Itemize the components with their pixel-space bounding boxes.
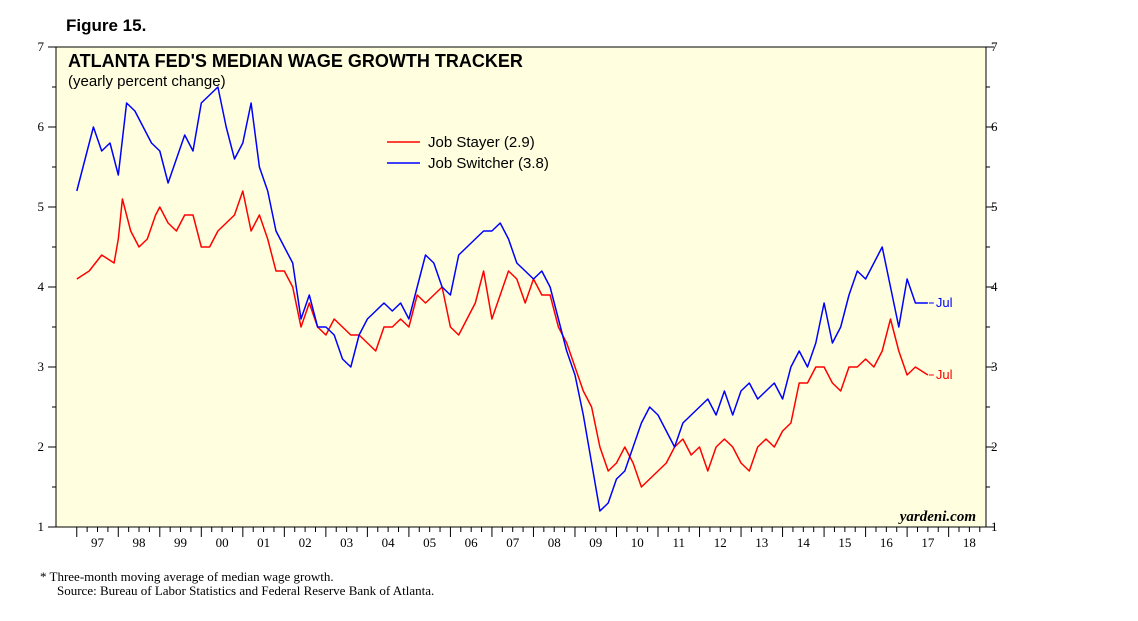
y-tick-label-left-7: 7 (38, 39, 45, 54)
end-label-job-stayer: Jul (936, 367, 953, 382)
end-label-job-switcher: Jul (936, 295, 953, 310)
x-tick-label-03: 03 (340, 535, 353, 550)
x-tick-label-08: 08 (548, 535, 561, 550)
y-tick-label-right-7: 7 (991, 39, 998, 54)
y-tick-label-right-2: 2 (991, 439, 998, 454)
plot-area (55, 46, 987, 528)
x-tick-label-18: 18 (963, 535, 976, 550)
y-tick-label-right-6: 6 (991, 119, 998, 134)
series-layer: Jul Jul (76, 86, 953, 512)
x-tick-label-09: 09 (589, 535, 602, 550)
x-tick-label-14: 14 (797, 535, 811, 550)
y-tick-label-left-5: 5 (38, 199, 45, 214)
x-tick-label-06: 06 (465, 535, 479, 550)
chart-title: ATLANTA FED'S MEDIAN WAGE GROWTH TRACKER (68, 51, 523, 71)
x-tick-label-05: 05 (423, 535, 436, 550)
y-tick-label-left-3: 3 (38, 359, 45, 374)
legend: Job Stayer (2.9) Job Switcher (3.8) (387, 134, 549, 172)
y-axis: 1 1 2 2 3 3 4 4 5 5 6 6 7 7 (38, 39, 999, 534)
y-tick-label-right-1: 1 (991, 519, 998, 534)
x-tick-label-04: 04 (382, 535, 396, 550)
x-tick-label-00: 00 (216, 535, 229, 550)
figure-label: Figure 15. (66, 16, 146, 35)
chart-subtitle: (yearly percent change) (68, 73, 226, 90)
x-tick-label-15: 15 (838, 535, 851, 550)
y-tick-label-left-6: 6 (38, 119, 45, 134)
series-line-job-stayer (76, 190, 929, 488)
series-line-job-switcher (76, 86, 928, 512)
x-tick-label-11: 11 (673, 535, 686, 550)
x-tick-label-10: 10 (631, 535, 644, 550)
x-axis: 97 98 99 00 01 02 03 04 05 06 07 08 09 10 11 12 13 14 15 16… (76, 527, 981, 550)
x-tick-label-17: 17 (921, 535, 935, 550)
credit-label: yardeni.com (898, 509, 976, 525)
x-tick-label-07: 07 (506, 535, 520, 550)
y-tick-label-right-5: 5 (991, 199, 998, 214)
x-tick-label-12: 12 (714, 535, 727, 550)
x-tick-label-98: 98 (133, 535, 146, 550)
source-note: Source: Bureau of Labor Statistics and F… (57, 583, 434, 598)
y-tick-label-right-4: 4 (991, 279, 998, 294)
x-tick-label-01: 01 (257, 535, 270, 550)
y-tick-label-left-1: 1 (38, 519, 45, 534)
x-tick-label-02: 02 (299, 535, 312, 550)
x-tick-label-99: 99 (174, 535, 187, 550)
footnote: * Three-month moving average of median w… (40, 569, 334, 584)
legend-label-stayer: Job Stayer (2.9) (428, 134, 535, 151)
x-tick-label-16: 16 (880, 535, 894, 550)
legend-label-switcher: Job Switcher (3.8) (428, 155, 549, 172)
x-tick-label-13: 13 (755, 535, 768, 550)
x-tick-label-97: 97 (91, 535, 105, 550)
y-tick-label-left-4: 4 (38, 279, 45, 294)
y-tick-label-right-3: 3 (991, 359, 998, 374)
y-tick-label-left-2: 2 (38, 439, 45, 454)
